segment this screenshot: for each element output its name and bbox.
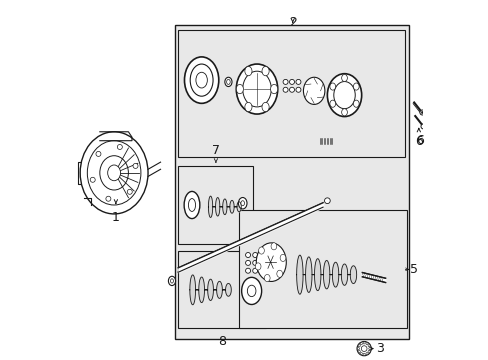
Text: 5: 5 <box>409 263 417 276</box>
Ellipse shape <box>264 274 269 282</box>
Circle shape <box>421 111 423 113</box>
Text: 4: 4 <box>263 253 271 266</box>
Polygon shape <box>208 196 241 217</box>
Ellipse shape <box>226 80 230 84</box>
Bar <box>178 30 405 157</box>
Text: 2: 2 <box>288 17 296 30</box>
Text: 6: 6 <box>414 135 422 148</box>
Circle shape <box>245 268 250 273</box>
Circle shape <box>96 152 101 156</box>
Ellipse shape <box>168 276 175 285</box>
Circle shape <box>357 350 360 352</box>
Circle shape <box>295 80 300 84</box>
Ellipse shape <box>238 198 246 209</box>
Ellipse shape <box>242 71 271 107</box>
Ellipse shape <box>100 156 128 190</box>
Circle shape <box>360 352 362 355</box>
Ellipse shape <box>326 74 361 117</box>
Ellipse shape <box>280 254 285 261</box>
Circle shape <box>252 252 257 257</box>
Polygon shape <box>362 273 385 283</box>
Ellipse shape <box>259 249 281 276</box>
Text: 8: 8 <box>218 335 226 348</box>
Ellipse shape <box>224 77 231 86</box>
Circle shape <box>367 345 369 347</box>
Ellipse shape <box>353 100 358 107</box>
Ellipse shape <box>241 277 261 305</box>
Ellipse shape <box>247 285 255 297</box>
Circle shape <box>252 268 257 273</box>
Circle shape <box>289 87 294 92</box>
Text: 7: 7 <box>211 144 220 157</box>
Circle shape <box>90 177 95 182</box>
Circle shape <box>360 343 362 345</box>
Ellipse shape <box>341 109 346 116</box>
Bar <box>178 251 265 328</box>
Circle shape <box>357 347 359 350</box>
Circle shape <box>363 342 365 344</box>
Ellipse shape <box>276 270 282 277</box>
Ellipse shape <box>244 67 251 76</box>
Ellipse shape <box>258 247 264 254</box>
Circle shape <box>289 80 294 84</box>
Circle shape <box>363 353 365 355</box>
Ellipse shape <box>184 192 200 219</box>
Circle shape <box>419 110 424 115</box>
Circle shape <box>295 87 300 92</box>
Ellipse shape <box>244 102 251 112</box>
Circle shape <box>361 346 366 351</box>
Ellipse shape <box>236 64 277 114</box>
Circle shape <box>245 252 250 257</box>
Circle shape <box>420 124 425 129</box>
Circle shape <box>368 347 370 350</box>
Ellipse shape <box>241 201 244 206</box>
Circle shape <box>127 189 132 194</box>
Ellipse shape <box>255 263 261 270</box>
Ellipse shape <box>256 243 285 282</box>
Bar <box>178 166 253 244</box>
Ellipse shape <box>262 67 268 76</box>
Text: 3: 3 <box>375 342 383 355</box>
Ellipse shape <box>270 243 276 250</box>
Ellipse shape <box>80 132 148 214</box>
Ellipse shape <box>270 84 277 94</box>
Circle shape <box>117 144 122 149</box>
Ellipse shape <box>341 75 346 82</box>
Circle shape <box>367 350 369 352</box>
Polygon shape <box>189 275 231 305</box>
Ellipse shape <box>190 64 213 96</box>
Ellipse shape <box>303 77 324 104</box>
Ellipse shape <box>262 102 268 112</box>
Ellipse shape <box>188 199 195 211</box>
Polygon shape <box>296 255 356 294</box>
Ellipse shape <box>107 165 121 181</box>
Ellipse shape <box>329 100 335 107</box>
Bar <box>175 24 408 339</box>
Circle shape <box>283 87 287 92</box>
Circle shape <box>245 260 250 265</box>
Circle shape <box>365 352 367 355</box>
Circle shape <box>365 343 367 345</box>
Ellipse shape <box>196 72 207 88</box>
Ellipse shape <box>353 83 358 90</box>
Ellipse shape <box>184 57 218 103</box>
Ellipse shape <box>170 279 173 283</box>
Bar <box>239 210 406 328</box>
Circle shape <box>252 260 257 265</box>
Circle shape <box>283 80 287 84</box>
Circle shape <box>133 163 138 168</box>
Text: 6: 6 <box>415 134 423 147</box>
Ellipse shape <box>333 82 354 109</box>
Text: 1: 1 <box>112 211 120 224</box>
Circle shape <box>106 196 111 201</box>
Circle shape <box>324 198 329 203</box>
Circle shape <box>357 345 360 347</box>
Ellipse shape <box>329 83 335 90</box>
Ellipse shape <box>236 84 243 94</box>
Circle shape <box>356 342 370 356</box>
